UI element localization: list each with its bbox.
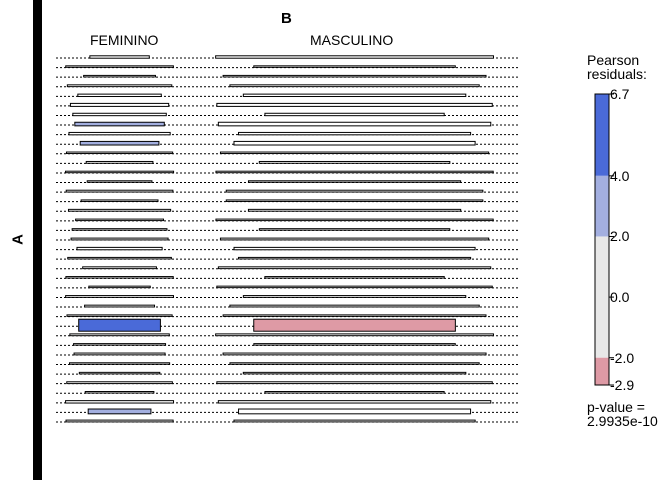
mosaic-tile bbox=[75, 218, 165, 222]
mosaic-tile bbox=[233, 246, 476, 251]
mosaic-tile bbox=[73, 343, 167, 346]
mosaic-tile bbox=[78, 318, 161, 332]
mosaic-tile bbox=[216, 102, 493, 107]
mosaic-tile bbox=[253, 65, 456, 68]
mosaic-tile bbox=[65, 295, 174, 298]
mosaic-tile bbox=[258, 160, 451, 164]
mosaic-tile bbox=[68, 131, 171, 136]
mosaic-tile bbox=[65, 170, 175, 174]
column-label-masculino: MASCULINO bbox=[310, 32, 394, 48]
mosaic-tile bbox=[222, 74, 487, 78]
legend-tick-label: 4.0 bbox=[610, 167, 630, 184]
mosaic-tile bbox=[233, 140, 476, 146]
legend-tick-label: 2.0 bbox=[610, 228, 630, 245]
legend-color-band bbox=[595, 175, 609, 237]
mosaic-tile bbox=[229, 362, 480, 365]
mosaic-tile bbox=[247, 208, 462, 212]
mosaic-tile bbox=[253, 318, 456, 332]
mosaic-tile bbox=[65, 400, 175, 404]
mosaic-tile bbox=[238, 131, 472, 136]
mosaic-tile bbox=[217, 266, 492, 270]
mosaic-tile bbox=[65, 65, 174, 68]
mosaic-tile bbox=[242, 371, 467, 375]
mosaic-tile bbox=[219, 237, 490, 241]
mosaic-tile bbox=[233, 419, 476, 423]
legend-tick-label: 6.7 bbox=[610, 86, 630, 102]
mosaic-tile bbox=[76, 246, 163, 251]
p-value-label: p-value = 2.9935e-10 bbox=[587, 399, 658, 429]
mosaic-tile bbox=[80, 199, 159, 202]
mosaic-tile bbox=[237, 256, 472, 260]
mosaic-tile bbox=[66, 381, 173, 385]
mosaic-tile bbox=[69, 102, 170, 107]
mosaic-tile bbox=[77, 93, 162, 98]
mosaic-tile bbox=[83, 74, 156, 78]
mosaic-tile bbox=[66, 314, 173, 317]
mosaic-tile bbox=[242, 295, 467, 298]
mosaic-tile bbox=[242, 93, 467, 98]
mosaic-tile bbox=[253, 343, 456, 346]
mosaic-tile bbox=[71, 228, 168, 231]
mosaic-tile bbox=[84, 391, 155, 394]
mosaic-tile bbox=[258, 228, 451, 231]
y-axis-category-band bbox=[33, 0, 42, 480]
chart-title: B bbox=[281, 10, 292, 27]
mosaic-tile bbox=[238, 408, 472, 415]
mosaic-tile bbox=[225, 199, 484, 202]
y-axis-label: A bbox=[9, 234, 27, 245]
mosaic-tile bbox=[65, 151, 174, 155]
mosaic-tile bbox=[219, 151, 490, 155]
mosaic-tile bbox=[87, 408, 152, 415]
mosaic-tile bbox=[216, 381, 493, 385]
mosaic-tile bbox=[82, 266, 157, 270]
mosaic-tile bbox=[66, 84, 173, 88]
legend-color-band bbox=[595, 236, 609, 358]
mosaic-tile bbox=[264, 276, 445, 279]
mosaic-tile bbox=[65, 189, 174, 193]
mosaic-tile bbox=[78, 371, 161, 375]
mosaic-tile bbox=[229, 84, 480, 88]
mosaic-tile bbox=[73, 352, 166, 356]
mosaic-tile bbox=[79, 140, 160, 146]
legend-tick-label: 0.0 bbox=[610, 289, 630, 306]
mosaic-tile bbox=[217, 121, 492, 127]
mosaic-tile bbox=[65, 419, 174, 423]
mosaic-tile bbox=[225, 189, 484, 193]
mosaic-tile bbox=[70, 237, 169, 241]
mosaic-tile bbox=[72, 112, 167, 117]
mosaic-tile bbox=[68, 362, 171, 365]
legend-title: Pearson residuals: bbox=[587, 52, 647, 82]
mosaic-tile bbox=[67, 256, 172, 260]
mosaic-tile bbox=[88, 285, 151, 289]
mosaic-tile bbox=[215, 55, 494, 59]
mosaic-tile bbox=[85, 160, 154, 164]
mosaic-tile bbox=[84, 304, 156, 308]
mosaic-tile bbox=[217, 400, 492, 404]
mosaic-tile bbox=[69, 333, 170, 337]
column-label-feminino: FEMININO bbox=[90, 32, 159, 48]
mosaic-tile bbox=[86, 180, 153, 183]
mosaic-tile bbox=[216, 285, 493, 289]
legend-tick-label: -2.9 bbox=[610, 377, 635, 393]
legend-color-bar bbox=[594, 93, 610, 386]
mosaic-tile bbox=[222, 314, 487, 317]
mosaic-tile bbox=[65, 276, 174, 279]
legend-tick-label: -2.0 bbox=[610, 349, 635, 366]
mosaic-tile bbox=[247, 180, 462, 183]
mosaic-tile bbox=[215, 170, 494, 174]
mosaic-tile bbox=[264, 112, 445, 117]
mosaic-tile bbox=[74, 121, 165, 127]
mosaic-tile bbox=[215, 333, 494, 337]
mosaic-tile bbox=[264, 391, 445, 394]
legend-color-band bbox=[595, 357, 609, 385]
mosaic-tile bbox=[215, 218, 494, 222]
mosaic-tile bbox=[222, 352, 487, 356]
mosaic-tile bbox=[89, 55, 150, 59]
legend-color-band bbox=[595, 94, 609, 176]
mosaic-tile bbox=[67, 208, 172, 212]
mosaic-tile bbox=[229, 304, 480, 308]
